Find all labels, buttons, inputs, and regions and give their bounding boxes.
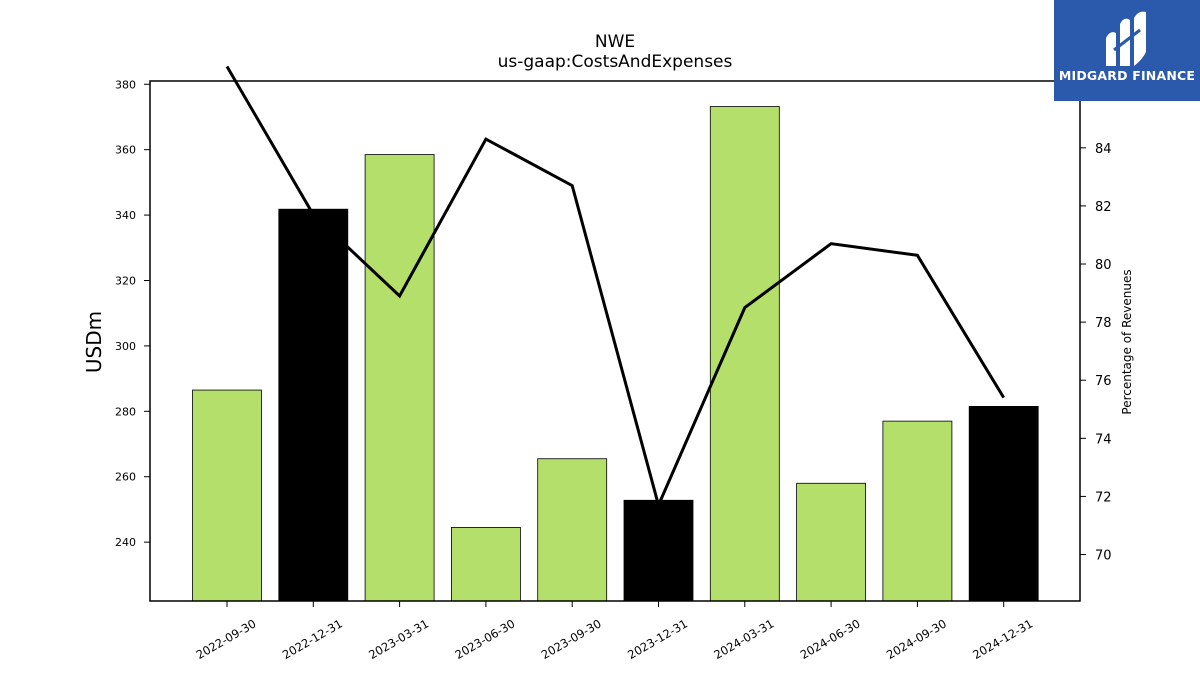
bar [709,106,780,602]
x-tick-label: 2022-09-30 [194,616,259,662]
y2-tick-label: 78 [1095,316,1112,331]
y-tick-label: 260 [115,471,136,484]
x-axis-ticks: 2022-09-30 2022-12-31 2023-03-31 2023-06-30… [194,601,1035,662]
y-axis-label: USDm [82,310,106,374]
bar [450,527,521,602]
y2-tick-label: 82 [1095,200,1112,215]
x-tick-label: 2024-06-30 [798,616,863,662]
y2-tick-label: 70 [1095,549,1112,564]
chart-subtitle: us-gaap:CostsAndExpenses [497,52,733,72]
y-tick-label: 240 [115,536,136,549]
bar-series [192,106,1039,602]
x-tick-label: 2024-03-31 [711,616,776,662]
y-tick-label: 380 [115,78,136,91]
bar [882,420,953,602]
x-tick-label: 2023-06-30 [453,616,518,662]
x-tick-label: 2023-12-31 [625,616,690,662]
y2-tick-label: 74 [1095,432,1112,447]
logo-text: MIDGARD FINANCE [1058,68,1196,83]
chart-title: NWE [594,32,636,52]
left-axis-ticks: 240 260 280 300 320 340 360 380 [115,78,150,549]
bar [968,406,1039,602]
y-tick-label: 340 [115,209,136,222]
y-tick-label: 300 [115,340,136,353]
brand-logo: MIDGARD FINANCE [1054,0,1200,101]
y2-tick-label: 84 [1095,142,1112,157]
x-tick-label: 2024-09-30 [884,616,949,662]
right-axis-ticks: 70 72 74 76 78 80 82 84 [1080,142,1112,564]
y2-tick-label: 76 [1095,374,1112,389]
x-tick-label: 2023-03-31 [366,616,431,662]
bar [278,208,349,602]
midgard-logo-icon [1106,11,1146,67]
x-tick-label: 2023-09-30 [539,616,604,662]
percentage-line [225,65,1005,510]
y-tick-label: 360 [115,144,136,157]
y2-tick-label: 80 [1095,258,1112,273]
bar [192,389,262,602]
line-series [225,65,1005,510]
x-tick-label: 2022-12-31 [280,616,345,662]
y-tick-label: 320 [115,274,136,287]
bar [796,482,866,602]
y2-tick-label: 72 [1095,490,1112,505]
x-tick-label: 2024-12-31 [970,616,1035,662]
y2-axis-label: Percentage of Revenues [1120,269,1134,415]
bar [623,499,694,602]
y-tick-label: 280 [115,405,136,418]
bar [364,154,435,602]
bar [537,458,608,602]
plot-frame [149,80,1081,602]
